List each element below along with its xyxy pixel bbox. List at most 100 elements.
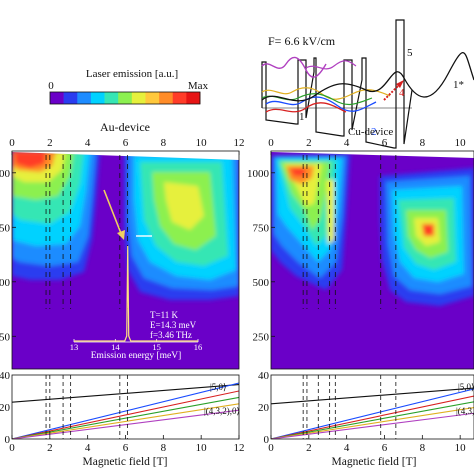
y-tick-label: 250 (253, 331, 270, 343)
y-tick-label: 20 (258, 402, 270, 414)
band-diagram: F= 6.6 kV/cm 1 2 4 5 1* Cu-device (261, 19, 474, 149)
inset-xlabel: Emission energy [meV] (91, 351, 182, 361)
inset-tick-label: 15 (152, 342, 161, 352)
landau-level-line (271, 388, 474, 439)
y-tick-label: 1000 (0, 168, 11, 180)
inset-emission-peak (74, 245, 198, 342)
cu-landau-panel: |5,0⟩ |(4,3,2),0⟩ 0 2 4 6 8 10 0 20 40 Magnetic … (258, 370, 474, 468)
au-device-title: Au-device (100, 120, 150, 134)
landau-level-line (271, 401, 474, 439)
y-tick-label: 1000 (247, 168, 270, 180)
x-tick-label: 6 (382, 137, 388, 149)
colorbar-swatch (63, 92, 78, 104)
colorbar-max-label: Max (188, 80, 209, 92)
x-tick-label: 0 (268, 137, 274, 149)
x-tick-label: 4 (344, 442, 350, 454)
au-xlabel: Magnetic field [T] (83, 456, 168, 468)
x-tick-label: 10 (196, 442, 208, 454)
inset-tick-label: 14 (111, 342, 120, 352)
cu-label-432-0: |(4,3,2),0⟩ (456, 406, 474, 416)
inset-pointer-line (103, 189, 123, 237)
landau-level-line (12, 382, 239, 439)
x-tick-label: 6 (382, 442, 388, 454)
state-label-5: 5 (407, 47, 413, 59)
state-label-1: 1 (299, 111, 305, 123)
x-tick-label: 4 (344, 137, 350, 149)
x-tick-label: 2 (47, 442, 53, 454)
au-heatmap-frame (11, 150, 240, 370)
x-tick-label: 6 (123, 442, 129, 454)
colorbar-swatch (159, 92, 174, 104)
state-label-4: 4 (399, 87, 405, 99)
colorbar-swatches (50, 92, 201, 104)
colorbar: Laser emission [a.u.] 0 Max (48, 68, 209, 105)
conduction-band-profile (261, 19, 413, 149)
au-landau-dashed-lines (45, 375, 128, 439)
x-tick-label: 2 (306, 137, 312, 149)
cu-intensity-regions (271, 154, 474, 306)
landau-level-line (271, 406, 474, 439)
x-tick-label: 8 (161, 137, 167, 149)
x-tick-label: 0 (268, 442, 274, 454)
cu-dashed-field-lines (302, 155, 397, 309)
wavefunction-magenta-2 (305, 60, 357, 70)
inset-temperature: T=11 K (150, 310, 178, 320)
x-tick-label: 10 (455, 137, 467, 149)
y-tick-label: 20 (0, 402, 11, 414)
band-diagram-title: Cu-device (348, 126, 393, 138)
x-tick-label: 4 (85, 442, 91, 454)
field-label: F= 6.6 kV/cm (268, 34, 336, 48)
colorbar-swatch (131, 92, 146, 104)
cu-xlabel: Magnetic field [T] (332, 456, 417, 468)
colorbar-swatch (145, 92, 160, 104)
inset-frequency: f=3.46 THz (150, 330, 192, 340)
cu-landau-frame (270, 374, 474, 440)
wavefunction-red (265, 102, 347, 113)
colorbar-swatch (186, 92, 201, 104)
y-tick-label: 500 (253, 277, 270, 289)
y-tick-label: 0 (5, 434, 11, 446)
x-tick-label: 6 (123, 137, 129, 149)
cu-heatmap-frame (270, 150, 474, 370)
au-label-5-0: |5,0⟩ (210, 382, 227, 392)
inset-tick-label: 13 (70, 342, 79, 352)
au-heatmap-panel: Au-device 0 2 4 6 8 10 12 (0, 120, 245, 370)
x-tick-label: 12 (234, 137, 245, 149)
colorbar-swatch (118, 92, 133, 104)
y-tick-label: 750 (0, 222, 11, 234)
cu-y-tick-labels: 1000 750 500 250 (247, 168, 275, 343)
colorbar-swatch (172, 92, 187, 104)
y-tick-label: 0 (264, 434, 270, 446)
cu-landau-lines (271, 387, 474, 439)
au-landau-ticks: 0 2 4 6 8 10 12 0 20 40 (0, 370, 245, 454)
colorbar-min-label: 0 (48, 80, 54, 92)
landau-level-line (271, 387, 474, 405)
transition-arrowhead (396, 80, 404, 88)
au-label-432-0: |(4,3,2),0⟩ (204, 406, 240, 416)
colorbar-title: Laser emission [a.u.] (86, 68, 178, 80)
x-tick-label: 12 (234, 442, 245, 454)
state-label-1star: 1* (453, 79, 464, 91)
x-tick-label: 0 (9, 442, 15, 454)
colorbar-swatch (104, 92, 119, 104)
colorbar-frame (49, 91, 201, 105)
wavefunction-black (261, 51, 474, 102)
inset-pointer-arrowhead (117, 230, 125, 240)
au-y-tick-labels: 1000 750 500 250 (0, 168, 16, 343)
wavefunction-blue (265, 96, 377, 112)
y-tick-label: 500 (0, 277, 11, 289)
x-tick-label: 8 (420, 442, 426, 454)
x-tick-label: 8 (161, 442, 167, 454)
landau-level-line (271, 395, 474, 439)
state-label-2: 2 (371, 126, 377, 138)
colorbar-swatch (90, 92, 105, 104)
y-tick-label: 250 (0, 331, 11, 343)
cu-landau-background (271, 375, 474, 439)
x-tick-label: 10 (455, 442, 467, 454)
wavefunction-magenta (261, 56, 327, 78)
colorbar-swatch (77, 92, 92, 104)
x-tick-label: 2 (306, 442, 312, 454)
cu-landau-dashed-lines (302, 375, 397, 439)
